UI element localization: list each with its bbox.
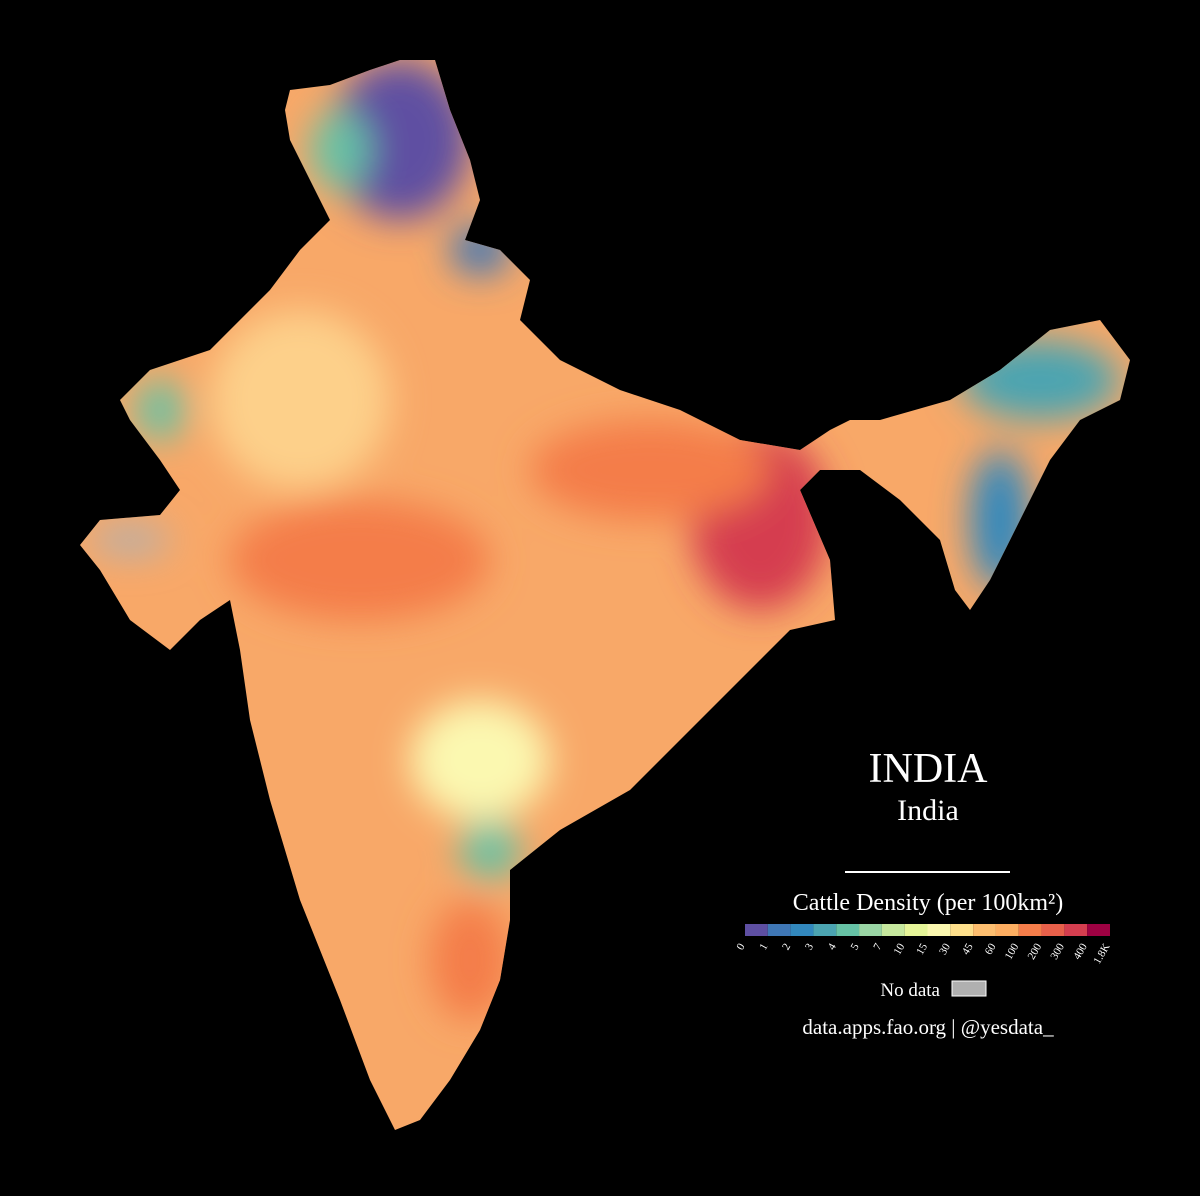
no-data-swatch [951, 980, 987, 997]
legend-tick-label: 400 [1071, 941, 1090, 962]
legend-swatch [1041, 924, 1065, 936]
legend-tick-label: 300 [1048, 941, 1067, 962]
legend-swatch [995, 924, 1019, 936]
legend-swatch [745, 924, 768, 936]
legend-tick-label: 45 [960, 941, 976, 957]
legend-tick-label: 3 [803, 941, 816, 952]
legend-tick-label: 4 [826, 941, 839, 952]
legend-tick-label: 0 [734, 941, 747, 952]
legend-tick-label: 7 [871, 941, 884, 952]
legend-swatch [973, 924, 996, 936]
legend-tick-label: 1.8K [1091, 941, 1112, 966]
legend-swatch [950, 924, 974, 936]
legend-tick-label: 100 [1003, 941, 1022, 962]
legend-tick-label: 10 [891, 941, 907, 957]
no-data-label: No data [880, 980, 940, 1001]
legend-swatch [767, 924, 791, 936]
legend-tick-label: 2 [780, 942, 793, 953]
legend-tick-label: 60 [983, 941, 999, 957]
legend-title: Cattle Density (per 100km²) [793, 890, 1063, 916]
legend-swatch [881, 924, 905, 936]
legend-swatch [1018, 924, 1042, 936]
legend-tick-label: 15 [914, 941, 930, 957]
legend-swatch [927, 924, 951, 936]
legend-swatch [1064, 924, 1088, 936]
legend-swatch [1087, 924, 1110, 936]
legend-swatch [836, 924, 860, 936]
legend-swatch [813, 924, 837, 936]
map-title: INDIA [869, 746, 989, 792]
legend-swatch [790, 924, 814, 936]
legend-swatch [904, 924, 928, 936]
map-subtitle: India [897, 794, 959, 827]
legend-tick-label: 1 [757, 942, 770, 953]
source: data.apps.fao.org | @yesdata_ [802, 1015, 1054, 1039]
legend-tick-label: 200 [1026, 941, 1045, 962]
legend-tick-label: 30 [937, 941, 953, 957]
legend-tick-label: 5 [849, 941, 862, 952]
legend-swatch [859, 924, 882, 936]
